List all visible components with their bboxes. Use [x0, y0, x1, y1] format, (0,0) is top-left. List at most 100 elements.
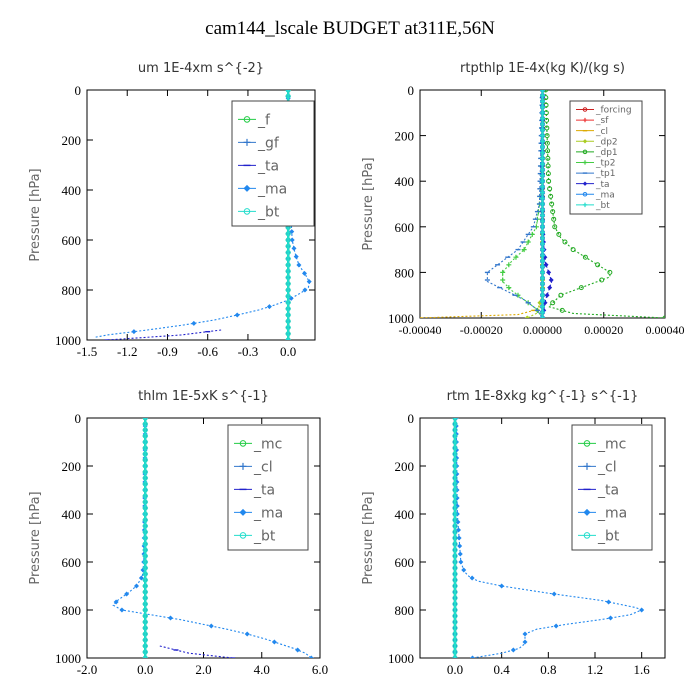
y-tick-label: 800 — [395, 603, 415, 618]
x-tick-label: -0.6 — [197, 344, 218, 359]
series-marker — [540, 133, 545, 139]
series-marker — [551, 216, 557, 222]
series-marker — [285, 306, 291, 312]
legend-entry: _ma — [597, 505, 627, 521]
x-tick-label: 0.00020 — [584, 323, 623, 337]
y-tick-label: 200 — [395, 129, 415, 144]
series-marker — [285, 325, 291, 330]
series-marker — [452, 523, 458, 529]
series-marker — [452, 643, 458, 649]
series-marker — [142, 529, 148, 535]
series-marker — [599, 277, 605, 283]
legend-marker — [582, 139, 588, 144]
series-marker — [452, 529, 458, 535]
y-axis-label: Pressure [hPa] — [361, 157, 376, 250]
x-tick-label: 1.2 — [587, 662, 603, 677]
series-marker — [606, 599, 612, 605]
y-tick-label: 600 — [395, 220, 415, 235]
series-marker — [540, 161, 545, 167]
series-marker — [452, 631, 458, 637]
legend-entry: _bt — [257, 204, 280, 220]
series-marker — [540, 116, 545, 121]
series-marker — [540, 292, 545, 298]
series-marker — [142, 577, 148, 583]
series-marker — [142, 541, 148, 547]
plot-frame — [86, 89, 316, 341]
y-tick-label: 1000 — [388, 651, 414, 666]
series-line-dp2 — [526, 90, 544, 318]
x-tick-label: -0.9 — [157, 344, 178, 359]
legend-marker — [582, 181, 588, 186]
series-marker — [142, 475, 148, 481]
series-marker — [543, 90, 549, 93]
y-tick-label: 200 — [395, 459, 415, 474]
series-marker — [452, 589, 458, 595]
chart-panel-rtpthlp: rtpthlp 1E-4x(kg K)/(kg s) Pressure [hPa]… — [361, 61, 685, 337]
series-marker — [302, 287, 308, 293]
legend-entry: _gf — [257, 135, 280, 151]
series-marker — [142, 445, 148, 451]
legend-marker — [583, 508, 591, 516]
series-marker — [540, 309, 545, 315]
series-marker — [234, 312, 240, 318]
series-marker — [522, 631, 528, 637]
y-tick-label: 200 — [62, 459, 82, 474]
legend-entry: _forcing — [595, 106, 632, 116]
series-marker — [540, 287, 545, 292]
legend-marker — [239, 508, 247, 516]
series-marker — [506, 262, 512, 268]
legend-entry: _ta — [597, 482, 619, 498]
series-marker — [457, 543, 463, 549]
series-marker — [540, 138, 545, 144]
y-tick-label: 1000 — [55, 651, 81, 666]
series-marker — [452, 475, 458, 481]
series-line-dp1 — [545, 90, 665, 318]
x-tick-label: 4.0 — [254, 662, 270, 677]
y-tick-label: 800 — [62, 283, 82, 298]
series-group — [112, 418, 314, 658]
series-marker — [540, 178, 545, 184]
y-tick-label: 0 — [408, 83, 415, 98]
series-marker — [540, 224, 545, 230]
series-marker — [540, 235, 545, 241]
series-marker — [540, 155, 545, 161]
series-marker — [540, 110, 545, 116]
series-line-tp2 — [502, 90, 544, 318]
x-tick-label: -0.3 — [238, 344, 259, 359]
series-marker — [285, 312, 291, 318]
y-tick-label: 800 — [62, 603, 82, 618]
series-marker — [452, 499, 458, 505]
series-marker — [293, 254, 299, 260]
y-axis-label: Pressure [hPa] — [361, 491, 376, 584]
y-tick-label: 0 — [75, 411, 82, 426]
series-marker — [289, 237, 295, 243]
series-marker — [540, 167, 545, 173]
legend-marker — [243, 138, 251, 146]
series-marker — [545, 148, 551, 154]
series-marker — [142, 523, 148, 529]
legend-entry: _tp1 — [595, 169, 615, 179]
series-marker — [540, 252, 545, 258]
legend-marker — [243, 208, 251, 215]
series-marker — [191, 320, 197, 326]
series-marker — [308, 655, 314, 658]
series-marker — [522, 639, 528, 645]
series-marker — [452, 571, 458, 577]
legend-marker — [582, 202, 588, 208]
series-marker — [452, 433, 458, 439]
y-tick-label: 0 — [408, 411, 415, 426]
series-marker — [452, 547, 458, 553]
series-marker — [285, 281, 291, 287]
series-marker — [452, 553, 458, 559]
series-marker — [285, 337, 291, 340]
legend-marker — [582, 149, 588, 155]
y-axis-label: Pressure [hPa] — [28, 491, 43, 584]
legend-marker — [582, 117, 588, 123]
series-marker — [296, 262, 302, 268]
series-marker — [452, 439, 458, 445]
main-title: cam144_lscale BUDGET at311E,56N — [205, 18, 495, 39]
x-tick-label: 1.6 — [634, 662, 651, 677]
series-group — [452, 418, 645, 658]
series-marker — [452, 613, 458, 619]
series-marker — [167, 615, 173, 621]
